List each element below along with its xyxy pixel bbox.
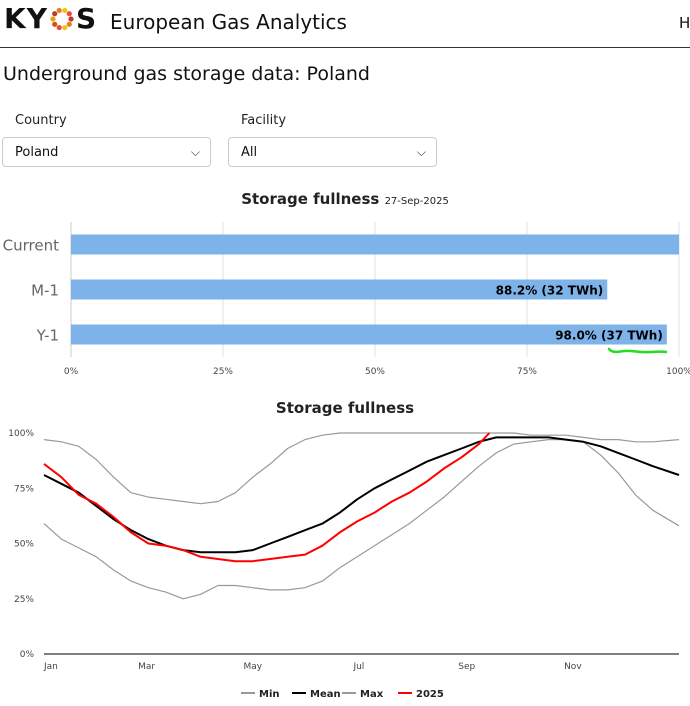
logo-ring-icon <box>50 7 74 30</box>
series-line-2025 <box>43 432 491 563</box>
bar-x-tick-label: 0% <box>64 367 79 377</box>
bar-m-1 <box>71 279 608 300</box>
bar-category-label: Y-1 <box>36 327 59 345</box>
bar-chart-subtitle: 27-Sep-2025 <box>384 196 449 207</box>
logo-dot <box>52 10 58 16</box>
bar-chart-title: Storage fullness 27-Sep-2025 <box>0 190 690 208</box>
bar-x-tick-label: 25% <box>213 367 233 377</box>
line-x-tick-label: Mar <box>138 662 155 672</box>
line-x-tick-label: Jul <box>352 662 364 672</box>
logo-text-left: KY <box>4 2 48 35</box>
line-x-tick-label: Jan <box>43 662 58 672</box>
line-y-tick-label: 75% <box>14 484 34 494</box>
logo-dot <box>62 24 68 30</box>
facility-select[interactable]: All ⌵ <box>228 137 437 167</box>
line-y-tick-label: 25% <box>14 595 34 605</box>
bar-data-label: 98.0% (37 TWh) <box>555 329 663 343</box>
line-x-tick-label: Nov <box>564 662 582 672</box>
logo-text-right: S <box>75 2 98 35</box>
line-x-tick-label: Sep <box>458 662 475 672</box>
series-line-mean <box>43 436 680 554</box>
chevron-down-icon: ⌵ <box>190 145 200 159</box>
line-y-tick-label: 0% <box>20 650 35 660</box>
bar-x-tick-label: 75% <box>517 367 537 377</box>
logo-dot <box>68 15 74 22</box>
line-y-tick-label: 100% <box>8 429 34 439</box>
page-title: Underground gas storage data: Poland <box>3 63 370 85</box>
bar-chart-title-text: Storage fullness <box>241 190 380 208</box>
legend-label[interactable]: Max <box>360 689 384 700</box>
line-y-tick-label: 50% <box>14 540 34 550</box>
logo-dot <box>56 7 62 13</box>
facility-select-value: All <box>241 145 258 160</box>
header-menu-item[interactable]: H <box>679 14 690 32</box>
app-title: European Gas Analytics <box>110 10 347 34</box>
country-select[interactable]: Poland ⌵ <box>2 137 211 167</box>
facility-label: Facility <box>241 113 287 128</box>
bar-category-label: Current <box>3 237 59 255</box>
legend-label[interactable]: Mean <box>310 689 341 700</box>
logo-dot <box>66 10 72 16</box>
country-label: Country <box>15 113 67 128</box>
bar-x-tick-label: 100% <box>666 367 690 377</box>
top-header: KY S European Gas Analytics H <box>0 0 690 48</box>
logo-dot <box>66 21 72 27</box>
bar-chart: 0% 25% 50% 75% 100% Current M-1 88.2% (32 TWh) Y… <box>3 222 690 377</box>
logo-dot <box>52 21 58 27</box>
line-x-tick-label: May <box>243 662 262 672</box>
country-select-value: Poland <box>15 145 59 160</box>
chevron-down-icon: ⌵ <box>416 145 426 159</box>
annotation-underline <box>607 347 668 354</box>
line-chart: 0% 25% 50% 75% 100% Jan Mar May Jul Sep Nov Min Mean… <box>8 429 680 700</box>
logo-dot <box>50 15 56 22</box>
bar-current <box>71 234 679 255</box>
logo-dot <box>56 24 62 30</box>
bar-x-tick-label: 50% <box>365 367 385 377</box>
legend-label[interactable]: Min <box>259 689 280 700</box>
series-line-max <box>43 432 680 505</box>
logo-dot <box>62 7 68 13</box>
line-chart-title: Storage fullness <box>275 399 415 417</box>
kyos-logo[interactable]: KY S <box>4 2 97 35</box>
bar-data-label: 88.2% (32 TWh) <box>496 284 604 298</box>
bar-category-label: M-1 <box>31 282 59 300</box>
legend-label[interactable]: 2025 <box>416 689 444 700</box>
bar-y-1 <box>71 324 667 345</box>
